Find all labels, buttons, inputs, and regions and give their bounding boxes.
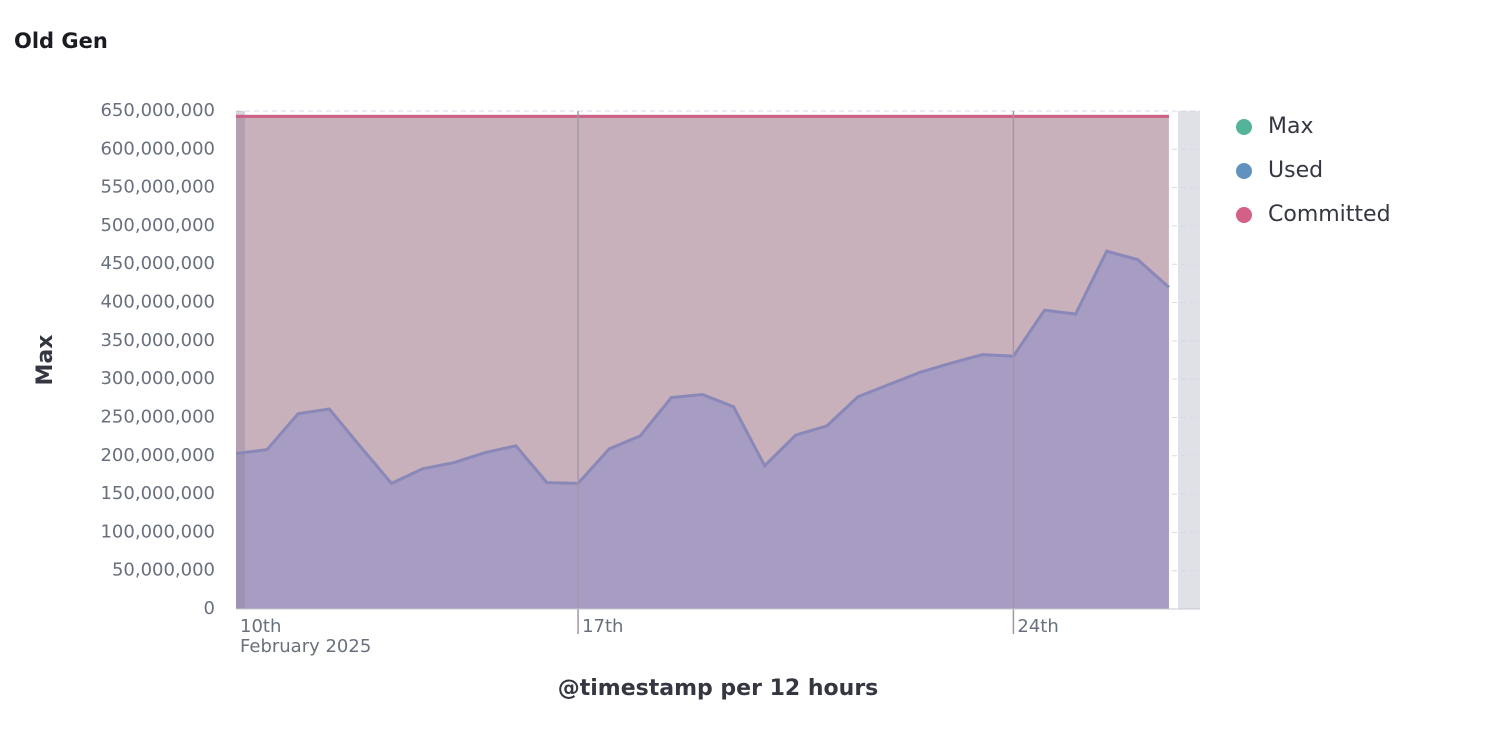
out-of-range-band [1178, 111, 1200, 609]
y-tick-label: 200,000,000 [100, 445, 215, 466]
y-tick-label: 650,000,000 [100, 100, 215, 121]
x-start-label: 10th [240, 616, 281, 637]
y-tick-label: 350,000,000 [100, 330, 215, 351]
y-tick-label: 0 [204, 598, 215, 619]
y-tick-label: 100,000,000 [100, 521, 215, 542]
legend-swatch [1236, 163, 1252, 179]
y-tick-label: 450,000,000 [100, 253, 215, 274]
x-period-label: February 2025 [240, 636, 371, 657]
x-tick-label: 24th [1017, 616, 1058, 637]
y-tick-label: 500,000,000 [100, 215, 215, 236]
chart-title: Old Gen [14, 29, 108, 53]
left-edge-band [236, 111, 245, 609]
y-tick-label: 400,000,000 [100, 292, 215, 313]
legend-swatch [1236, 119, 1252, 135]
legend-label: Max [1268, 114, 1313, 139]
x-axis-title: @timestamp per 12 hours [558, 676, 879, 701]
x-tick-label: 17th [582, 616, 623, 637]
y-tick-label: 600,000,000 [100, 138, 215, 159]
y-tick-label: 550,000,000 [100, 177, 215, 198]
y-axis-title: Max [33, 335, 58, 386]
y-tick-label: 300,000,000 [100, 368, 215, 389]
series-area [236, 251, 1169, 609]
y-tick-label: 250,000,000 [100, 406, 215, 427]
y-tick-label: 150,000,000 [100, 483, 215, 504]
y-tick-label: 50,000,000 [112, 560, 215, 581]
legend-label: Committed [1268, 202, 1391, 227]
legend-label: Used [1268, 158, 1323, 183]
legend-swatch [1236, 207, 1252, 223]
